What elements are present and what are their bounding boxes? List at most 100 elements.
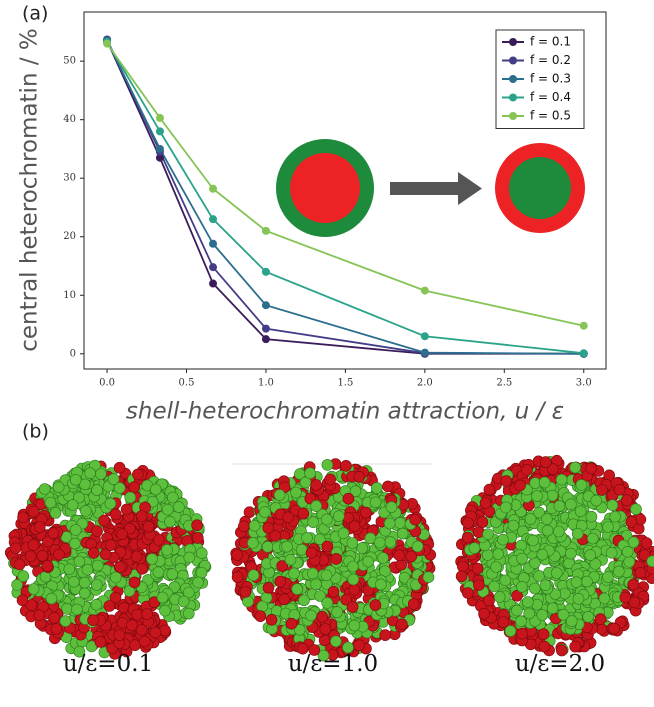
particle (88, 615, 99, 626)
particle (196, 567, 207, 578)
particle (596, 485, 607, 496)
particle (325, 474, 336, 485)
particle (136, 511, 147, 522)
particle (469, 543, 480, 554)
particle (566, 616, 577, 627)
particle (263, 523, 274, 534)
particle (626, 516, 637, 527)
particle (282, 541, 293, 552)
particle (311, 501, 322, 512)
particle (348, 574, 359, 585)
data-point (209, 280, 217, 288)
particle (143, 521, 154, 532)
legend-marker (509, 94, 517, 102)
particle (473, 580, 484, 591)
particle (108, 474, 119, 485)
particle (266, 614, 277, 625)
particle (34, 522, 45, 533)
legend-marker (509, 38, 517, 46)
particle (193, 577, 204, 588)
particle (142, 609, 153, 620)
particle (249, 520, 260, 531)
particle (70, 474, 81, 485)
particle (10, 543, 21, 554)
particle (184, 552, 195, 563)
particle (248, 570, 259, 581)
particle (587, 533, 598, 544)
particle (480, 497, 491, 508)
particle (17, 595, 28, 606)
particle (529, 583, 540, 594)
particle (410, 514, 421, 525)
particle (306, 547, 317, 558)
particle (354, 471, 365, 482)
particle (299, 595, 310, 606)
particle (80, 505, 91, 516)
particle (508, 520, 519, 531)
particle (331, 553, 342, 564)
particle (259, 507, 270, 518)
particle (500, 502, 511, 513)
y-tick-label: 20 (63, 231, 76, 242)
particle (343, 493, 354, 504)
image-caption: u/ε=0.1 (63, 651, 153, 677)
particle (164, 516, 175, 527)
particle (114, 630, 125, 641)
particle (95, 636, 106, 647)
particle (375, 579, 386, 590)
particle (85, 468, 96, 479)
particle (167, 569, 178, 580)
particle (147, 554, 158, 565)
particle (283, 512, 294, 523)
particle (68, 576, 79, 587)
particle (595, 614, 606, 625)
particle (39, 484, 50, 495)
particle (262, 541, 273, 552)
particle (311, 579, 322, 590)
particle (307, 568, 318, 579)
data-point (103, 40, 111, 48)
data-point (421, 332, 429, 340)
particle (160, 605, 171, 616)
particle (483, 529, 494, 540)
particle (396, 619, 407, 630)
particle (585, 550, 596, 561)
particle (131, 551, 142, 562)
particle (50, 508, 61, 519)
particle (498, 534, 509, 545)
particle (423, 572, 434, 583)
particle (556, 474, 567, 485)
particle (522, 464, 533, 475)
particle (28, 506, 39, 517)
particle (25, 551, 36, 562)
particle (130, 640, 141, 651)
particle (542, 525, 553, 536)
data-point (262, 227, 270, 235)
particle (70, 524, 81, 535)
x-tick-label: 2.0 (417, 378, 433, 389)
data-point (262, 335, 270, 343)
particle (178, 596, 189, 607)
particle (305, 468, 316, 479)
particle (99, 515, 110, 526)
particle (360, 507, 371, 518)
data-point (156, 145, 164, 153)
particle (473, 527, 484, 538)
particle (322, 459, 333, 470)
particle (347, 561, 358, 572)
particle (132, 609, 143, 620)
particle (537, 610, 548, 621)
particle (551, 568, 562, 579)
particle (196, 548, 207, 559)
particle (321, 570, 332, 581)
particle (613, 566, 624, 577)
particle (641, 538, 652, 549)
particle (45, 497, 56, 508)
particle (247, 538, 258, 549)
particle (289, 568, 300, 579)
legend-marker (509, 112, 517, 120)
particle (462, 532, 473, 543)
legend-label: f = 0.3 (530, 72, 571, 86)
particle (532, 491, 543, 502)
particle (105, 540, 116, 551)
